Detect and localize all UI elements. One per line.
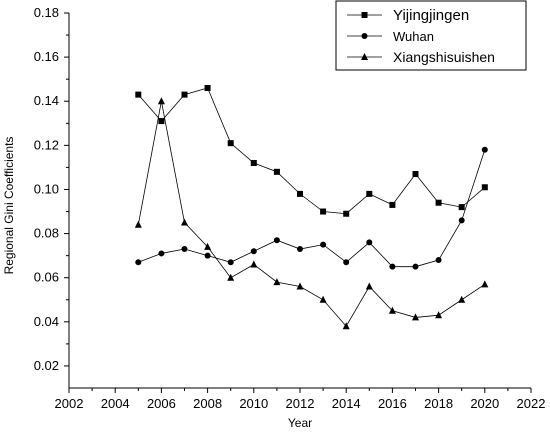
data-point-xiangshisuishen [273, 278, 281, 286]
data-point-wuhan [458, 217, 465, 224]
data-point-wuhan [481, 146, 488, 153]
data-point-yijingjingen [135, 91, 142, 98]
data-point-xiangshisuishen [227, 273, 235, 281]
data-point-yijingjingen [320, 208, 327, 215]
data-point-wuhan [273, 237, 280, 244]
series-yijingjingen [135, 85, 488, 217]
data-point-wuhan [204, 252, 211, 259]
x-tick-label: 2010 [239, 396, 268, 411]
x-axis-ticks: 2002 2004 2006 2008 2010 2012 2014 2016 2018 2020… [55, 388, 546, 411]
data-point-wuhan [181, 246, 188, 253]
data-point-yijingjingen [158, 118, 165, 125]
data-point-xiangshisuishen [157, 97, 165, 105]
data-point-wuhan [389, 263, 396, 270]
data-point-yijingjingen [227, 140, 234, 147]
data-point-xiangshisuishen [388, 306, 396, 314]
y-tick-label: 0.02 [34, 358, 59, 373]
y-axis-ticks: 0.02 0.04 0.06 0.08 0.10 0.12 0.14 0.16 0.18 [34, 5, 69, 373]
data-point-yijingjingen [297, 190, 303, 197]
data-point-yijingjingen [181, 91, 188, 98]
data-point-wuhan [227, 259, 234, 266]
legend: Yijingjingen Wuhan Xiangshisuishen [335, 0, 527, 71]
data-point-xiangshisuishen [204, 242, 212, 250]
y-tick-label: 0.10 [34, 181, 59, 196]
legend-box [335, 0, 527, 71]
y-axis-title: Regional Gini Coefficients [2, 137, 16, 275]
series-layer [134, 85, 489, 330]
data-point-wuhan [435, 257, 442, 264]
series-line-xiangshisuishen [137, 101, 486, 327]
legend-marker-yijingjingen [361, 12, 368, 18]
y-tick-label: 0.06 [34, 270, 59, 285]
x-tick-label: 2014 [332, 396, 361, 411]
x-tick-label: 2018 [424, 396, 453, 411]
x-tick-label: 2022 [517, 396, 546, 411]
data-point-wuhan [250, 248, 257, 255]
x-tick-label: 2012 [286, 396, 315, 411]
legend-label-yijingjingen: Yijingjingen [393, 7, 469, 24]
x-tick-label: 2008 [193, 396, 222, 411]
data-point-yijingjingen [481, 184, 488, 191]
legend-marker-wuhan [361, 33, 368, 39]
data-point-yijingjingen [273, 168, 280, 175]
series-line-yijingjingen [137, 87, 486, 215]
data-point-xiangshisuishen [481, 280, 489, 288]
y-tick-label: 0.12 [34, 137, 59, 152]
y-tick-label: 0.04 [34, 314, 59, 329]
data-point-xiangshisuishen [319, 295, 327, 303]
x-tick-label: 2004 [101, 396, 130, 411]
data-point-yijingjingen [458, 204, 465, 211]
x-tick-label: 2016 [378, 396, 407, 411]
data-point-wuhan [320, 241, 327, 248]
x-tick-label: 2006 [147, 396, 176, 411]
data-point-wuhan [412, 263, 419, 270]
series-wuhan [135, 146, 488, 270]
data-point-xiangshisuishen [365, 282, 373, 290]
data-point-wuhan [343, 259, 350, 266]
data-point-yijingjingen [204, 85, 211, 91]
x-tick-label: 2020 [470, 396, 499, 411]
data-point-yijingjingen [435, 199, 442, 206]
x-tick-label: 2002 [55, 396, 84, 411]
data-point-xiangshisuishen [458, 295, 466, 303]
y-tick-label: 0.14 [34, 93, 59, 108]
data-point-xiangshisuishen [342, 322, 350, 330]
data-point-xiangshisuishen [181, 218, 188, 226]
legend-marker-xiangshisuishen [361, 53, 368, 60]
data-point-yijingjingen [343, 210, 350, 217]
data-point-yijingjingen [366, 190, 373, 197]
legend-label-xiangshisuishen: Xiangshisuishen [393, 49, 495, 65]
y-tick-label: 0.18 [34, 5, 59, 20]
legend-label-wuhan: Wuhan [393, 29, 434, 44]
data-point-wuhan [135, 259, 142, 266]
data-point-wuhan [297, 246, 303, 253]
data-point-xiangshisuishen [296, 282, 304, 290]
series-xiangshisuishen [134, 97, 489, 330]
y-tick-label: 0.08 [34, 226, 59, 241]
data-point-xiangshisuishen [412, 313, 419, 321]
data-point-wuhan [366, 239, 373, 246]
data-point-yijingjingen [412, 171, 419, 178]
data-point-yijingjingen [389, 201, 396, 208]
data-point-xiangshisuishen [435, 311, 443, 319]
data-point-xiangshisuishen [134, 220, 142, 228]
x-axis-title: Year [288, 416, 312, 430]
data-point-yijingjingen [250, 160, 257, 166]
y-tick-label: 0.16 [34, 49, 59, 64]
series-line-wuhan [138, 149, 486, 268]
data-point-wuhan [158, 250, 165, 257]
data-point-xiangshisuishen [250, 260, 258, 268]
